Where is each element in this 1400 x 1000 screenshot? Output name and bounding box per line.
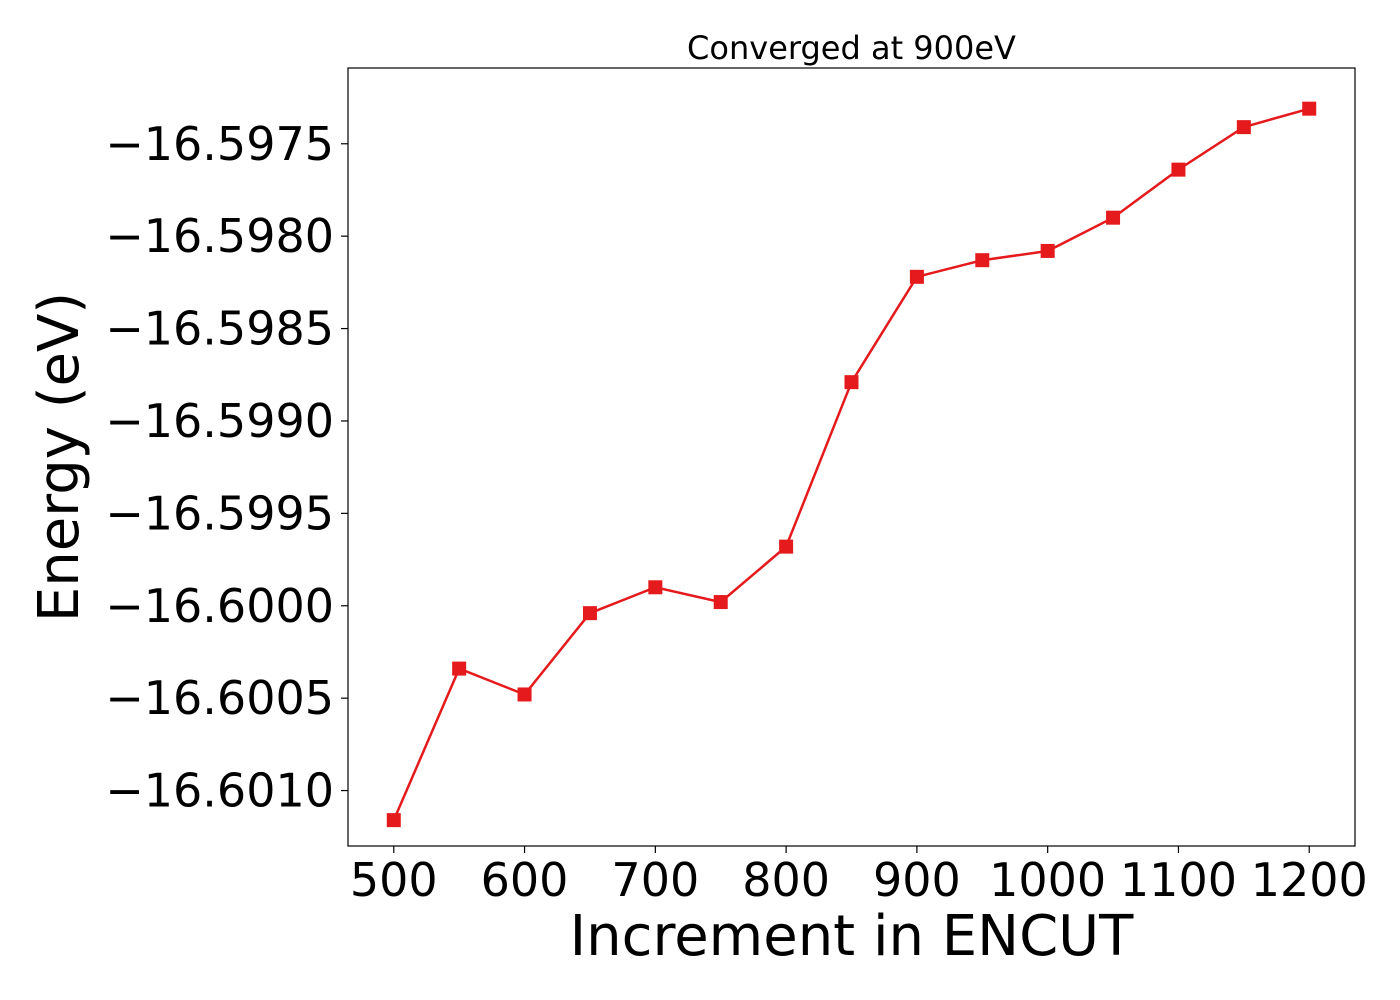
y-tick-label: −16.5975 — [105, 117, 334, 171]
x-tick-label: 500 — [350, 853, 438, 907]
data-point-marker — [386, 813, 401, 828]
data-point-marker — [1040, 243, 1055, 258]
data-point-marker — [1236, 120, 1251, 135]
data-point-marker — [582, 606, 597, 621]
data-point-marker — [452, 661, 467, 676]
y-axis-label: Energy (eV) — [27, 292, 92, 622]
y-tick-label: −16.5980 — [105, 209, 334, 263]
x-tick-label: 700 — [611, 853, 699, 907]
x-tick-label: 1200 — [1251, 853, 1368, 907]
series-layer — [386, 101, 1317, 828]
x-tick-label: 800 — [742, 853, 830, 907]
data-point-marker — [1302, 101, 1317, 116]
data-point-marker — [1106, 210, 1121, 225]
x-tick-label: 1000 — [989, 853, 1106, 907]
x-tick-label: 900 — [873, 853, 961, 907]
data-point-marker — [909, 269, 924, 284]
y-tick-label: −16.5995 — [105, 486, 334, 540]
data-point-marker — [844, 375, 859, 390]
data-point-marker — [779, 539, 794, 554]
data-point-marker — [1171, 162, 1186, 177]
y-tick-label: −16.5985 — [105, 302, 334, 356]
y-tick-label: −16.6000 — [105, 579, 334, 633]
y-tick-label: −16.6005 — [105, 671, 334, 725]
data-point-marker — [517, 687, 532, 702]
data-point-marker — [713, 595, 728, 610]
series-line — [392, 107, 1310, 821]
plot-frame — [347, 67, 1356, 847]
chart-title: Converged at 900eV — [687, 29, 1016, 67]
y-tick-label: −16.5990 — [105, 394, 334, 448]
y-axis-ticks: −16.6010 −16.6005 −16.6000 −16.5995 −16.5990… — [105, 117, 348, 818]
x-axis-ticks: 500 600 700 800 900 1000 1100 1200 — [350, 846, 1368, 907]
x-tick-label: 1100 — [1120, 853, 1237, 907]
data-point-marker — [975, 253, 990, 268]
x-tick-label: 600 — [481, 853, 569, 907]
data-point-marker — [648, 580, 663, 595]
x-axis-label: Increment in ENCUT — [570, 904, 1135, 969]
y-tick-label: −16.6010 — [105, 764, 334, 818]
